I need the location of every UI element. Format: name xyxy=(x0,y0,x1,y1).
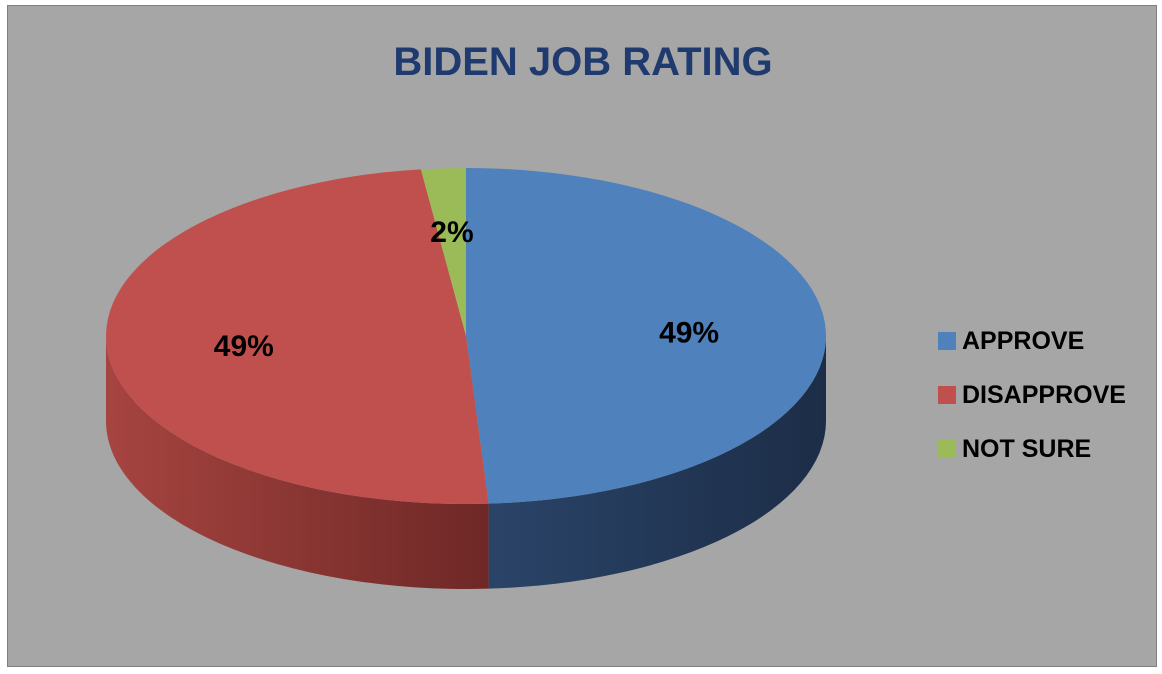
chart-area: BIDEN JOB RATING 49% 49% 2% APPROVE xyxy=(7,5,1157,667)
legend-item-disapprove: DISAPPROVE xyxy=(938,368,1126,422)
legend-swatch-not-sure xyxy=(938,440,956,458)
legend-label-not-sure: NOT SURE xyxy=(962,434,1092,463)
chart-title: BIDEN JOB RATING xyxy=(393,40,773,84)
legend-label-disapprove: DISAPPROVE xyxy=(962,380,1126,409)
legend-swatch-disapprove xyxy=(938,386,956,404)
data-label-not-sure: 2% xyxy=(430,216,473,249)
pie-chart: 49% 49% 2% xyxy=(106,168,826,590)
pie-side-approve xyxy=(488,336,826,589)
legend: APPROVE DISAPPROVE NOT SURE xyxy=(938,314,1126,476)
legend-label-approve: APPROVE xyxy=(962,326,1085,355)
data-label-approve: 49% xyxy=(659,317,719,350)
pie-side-disapprove xyxy=(106,336,489,590)
data-label-disapprove: 49% xyxy=(214,330,274,363)
pie-slice-not-sure xyxy=(420,168,466,336)
pie-slice-approve xyxy=(466,168,826,504)
legend-swatch-approve xyxy=(938,332,956,350)
legend-item-approve: APPROVE xyxy=(938,314,1126,368)
legend-item-not-sure: NOT SURE xyxy=(938,422,1126,476)
pie-slice-disapprove xyxy=(106,169,489,504)
